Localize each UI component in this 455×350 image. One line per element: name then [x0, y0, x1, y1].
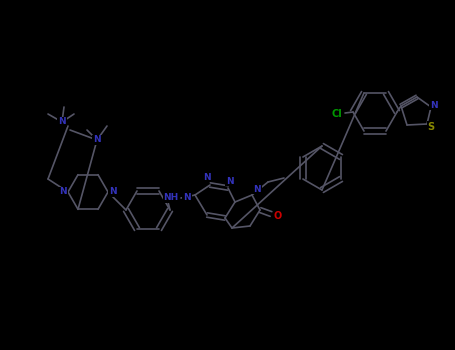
Text: N: N — [109, 188, 117, 196]
Text: N: N — [58, 118, 66, 126]
Text: O: O — [274, 211, 282, 221]
Text: N: N — [253, 184, 261, 194]
Text: N: N — [59, 188, 67, 196]
Text: N: N — [203, 173, 211, 182]
Text: NH: NH — [163, 194, 179, 203]
Text: N: N — [226, 176, 234, 186]
Text: N: N — [430, 100, 438, 110]
Text: Cl: Cl — [332, 109, 342, 119]
Text: N: N — [93, 135, 101, 145]
Text: N: N — [183, 193, 191, 202]
Text: S: S — [427, 122, 435, 132]
